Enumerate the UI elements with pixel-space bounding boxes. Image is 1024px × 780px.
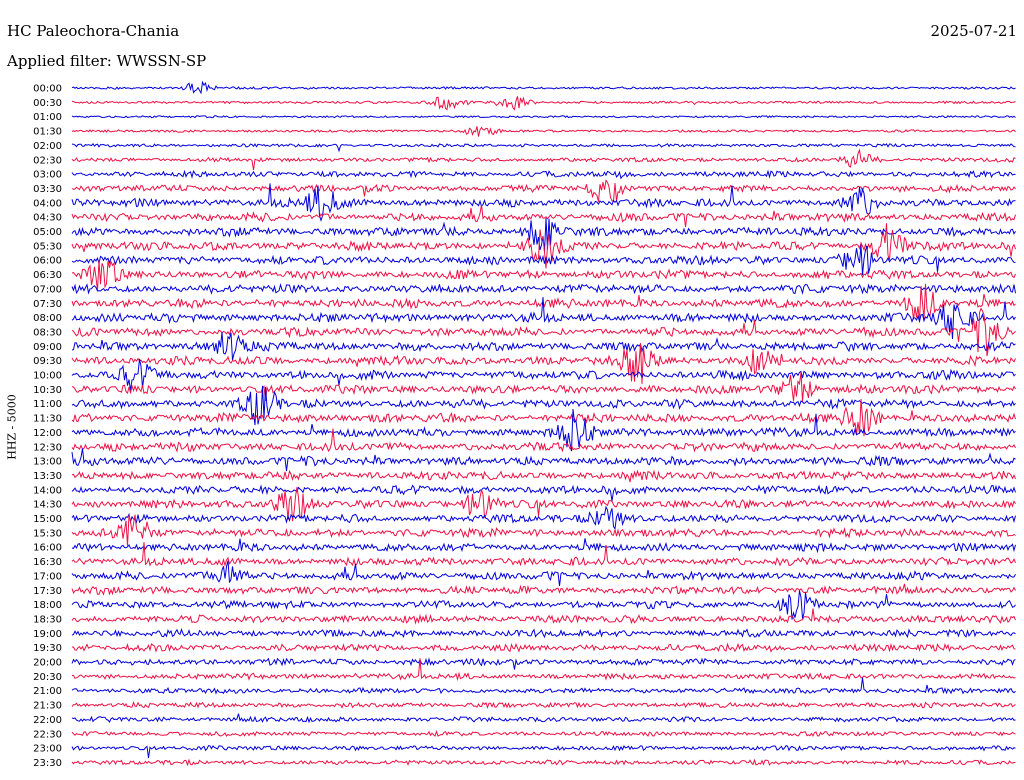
time-tick-label: 14:00 xyxy=(33,485,62,496)
time-tick-label: 05:00 xyxy=(33,227,62,238)
time-tick-label: 10:30 xyxy=(33,385,62,396)
station-title: HC Paleochora-Chania xyxy=(7,22,180,40)
trace-line xyxy=(71,483,1016,502)
time-tick-label: 06:30 xyxy=(33,270,62,281)
trace-line xyxy=(71,514,1016,546)
trace-line xyxy=(71,385,1016,426)
trace-line xyxy=(71,713,1016,724)
time-tick-label: 22:00 xyxy=(33,715,62,726)
trace-line xyxy=(71,428,1016,453)
filter-label: Applied filter: WWSSN-SP xyxy=(7,52,207,70)
trace-line xyxy=(71,142,1016,153)
trace-line xyxy=(71,297,1016,340)
trace-line xyxy=(71,701,1016,709)
time-tick-label: 13:30 xyxy=(33,471,62,482)
trace-line xyxy=(71,608,1016,625)
time-tick-label: 09:00 xyxy=(33,342,62,353)
trace-line xyxy=(71,126,1016,137)
trace-line xyxy=(71,409,1016,452)
trace-line xyxy=(71,658,1016,682)
time-tick-label: 03:30 xyxy=(33,184,62,195)
time-tick-label: 15:30 xyxy=(33,528,62,539)
time-tick-label: 21:30 xyxy=(33,701,62,712)
trace-line xyxy=(71,469,1016,483)
time-tick-label: 18:30 xyxy=(33,614,62,625)
trace-line xyxy=(71,96,1016,111)
time-tick-label: 23:00 xyxy=(33,744,62,755)
trace-line xyxy=(71,657,1016,670)
time-tick-label: 02:00 xyxy=(33,141,62,152)
time-tick-label: 07:00 xyxy=(33,284,62,295)
time-tick-label: 19:00 xyxy=(33,629,62,640)
time-tick-label: 07:30 xyxy=(33,299,62,310)
trace-line xyxy=(71,677,1016,695)
trace-line xyxy=(71,115,1016,119)
time-tick-label: 08:00 xyxy=(33,313,62,324)
time-tick-label: 18:00 xyxy=(33,600,62,611)
time-tick-label: 09:30 xyxy=(33,356,62,367)
trace-line xyxy=(71,343,1016,384)
time-tick-label: 00:00 xyxy=(33,84,62,95)
trace-line xyxy=(71,745,1016,759)
time-tick-label: 20:00 xyxy=(33,658,62,669)
trace-line xyxy=(71,542,1016,568)
trace-line xyxy=(71,331,1016,361)
time-tick-label: 11:30 xyxy=(33,414,62,425)
trace-line xyxy=(71,583,1016,596)
trace-line xyxy=(71,307,1016,357)
time-tick-label: 15:00 xyxy=(33,514,62,525)
time-tick-label: 04:00 xyxy=(33,198,62,209)
time-tick-label: 12:00 xyxy=(33,428,62,439)
date-label: 2025-07-21 xyxy=(930,22,1017,40)
trace-line xyxy=(71,80,1016,95)
time-tick-label: 01:00 xyxy=(33,112,62,123)
time-tick-label: 01:30 xyxy=(33,127,62,138)
trace-line xyxy=(71,628,1016,639)
time-tick-label: 16:00 xyxy=(33,543,62,554)
trace-line xyxy=(71,560,1016,587)
trace-line xyxy=(71,538,1016,554)
trace-line xyxy=(71,358,1016,391)
trace-line xyxy=(71,179,1016,202)
time-tick-label: 12:30 xyxy=(33,442,62,453)
trace-line xyxy=(71,486,1016,522)
trace-line xyxy=(71,372,1016,402)
time-tick-label: 05:30 xyxy=(33,241,62,252)
trace-line xyxy=(71,204,1016,228)
trace-line xyxy=(71,505,1016,531)
trace-line xyxy=(71,398,1016,437)
trace-line xyxy=(71,148,1016,171)
time-tick-label: 02:30 xyxy=(33,155,62,166)
time-tick-label: 17:00 xyxy=(33,571,62,582)
time-tick-label: 17:30 xyxy=(33,586,62,597)
trace-line xyxy=(71,223,1016,269)
trace-line xyxy=(71,448,1016,472)
time-tick-label: 14:30 xyxy=(33,500,62,511)
time-tick-label: 04:30 xyxy=(33,213,62,224)
time-tick-label: 23:30 xyxy=(33,758,62,769)
time-tick-label: 16:30 xyxy=(33,557,62,568)
trace-line xyxy=(71,183,1016,222)
trace-line xyxy=(71,729,1016,737)
trace-line xyxy=(71,642,1016,653)
time-tick-label: 03:00 xyxy=(33,170,62,181)
time-tick-label: 08:30 xyxy=(33,327,62,338)
trace-line xyxy=(71,259,1016,291)
time-tick-label: 13:00 xyxy=(33,457,62,468)
time-tick-label: 22:30 xyxy=(33,729,62,740)
time-tick-label: 10:00 xyxy=(33,371,62,382)
time-tick-label: 11:00 xyxy=(33,399,62,410)
trace-line xyxy=(71,244,1016,275)
time-tick-label: 06:00 xyxy=(33,256,62,267)
trace-line xyxy=(71,169,1016,180)
time-tick-label: 19:30 xyxy=(33,643,62,654)
trace-line xyxy=(71,758,1016,767)
trace-line xyxy=(71,590,1016,620)
time-tick-label: 00:30 xyxy=(33,98,62,109)
trace-line xyxy=(71,283,1016,295)
time-tick-label: 21:00 xyxy=(33,686,62,697)
time-tick-label: 20:30 xyxy=(33,672,62,683)
